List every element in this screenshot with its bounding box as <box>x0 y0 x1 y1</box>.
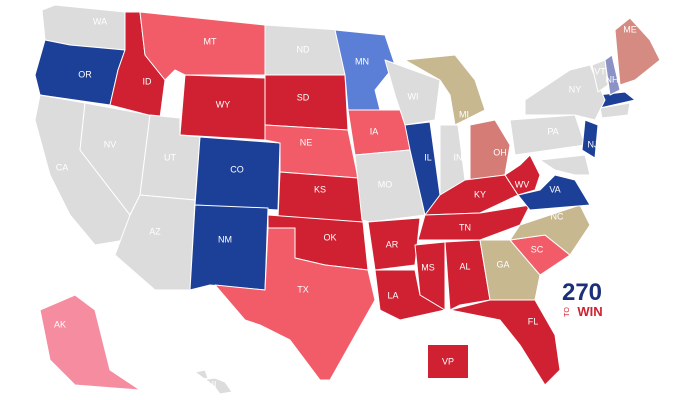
state[interactable] <box>524 64 606 121</box>
state[interactable] <box>214 227 376 381</box>
state[interactable] <box>444 239 491 311</box>
state[interactable] <box>277 171 364 223</box>
state[interactable] <box>367 217 421 271</box>
state[interactable] <box>264 74 349 131</box>
state[interactable] <box>179 74 266 141</box>
state[interactable] <box>194 136 281 211</box>
state[interactable] <box>194 369 233 395</box>
state[interactable] <box>517 174 591 211</box>
logo-number: 270 <box>562 279 602 306</box>
md-de <box>539 154 591 176</box>
state[interactable] <box>509 114 586 156</box>
state[interactable] <box>479 239 541 301</box>
state[interactable] <box>404 54 486 126</box>
state[interactable] <box>114 194 196 291</box>
state[interactable] <box>384 59 441 126</box>
state[interactable] <box>354 149 426 223</box>
state[interactable] <box>591 59 609 93</box>
state[interactable] <box>189 204 269 291</box>
state[interactable] <box>264 24 346 76</box>
states: WAORCANVIDMTWYUTCOAZNMNDSDNEKSOKTXMNIAMO… <box>34 4 661 395</box>
state[interactable] <box>334 29 396 111</box>
vp-box[interactable] <box>428 345 468 378</box>
state[interactable] <box>414 241 446 311</box>
state[interactable] <box>604 54 621 96</box>
state[interactable] <box>581 119 599 159</box>
state[interactable] <box>614 17 661 86</box>
logo-win: WIN <box>577 304 602 319</box>
state[interactable] <box>139 11 266 81</box>
state[interactable] <box>504 154 541 196</box>
state[interactable] <box>39 294 141 391</box>
state[interactable] <box>469 119 511 181</box>
logo-to: TO <box>564 307 571 317</box>
state[interactable] <box>34 39 126 106</box>
state[interactable] <box>347 109 411 156</box>
ct-ri <box>599 102 631 119</box>
state[interactable] <box>449 299 561 386</box>
